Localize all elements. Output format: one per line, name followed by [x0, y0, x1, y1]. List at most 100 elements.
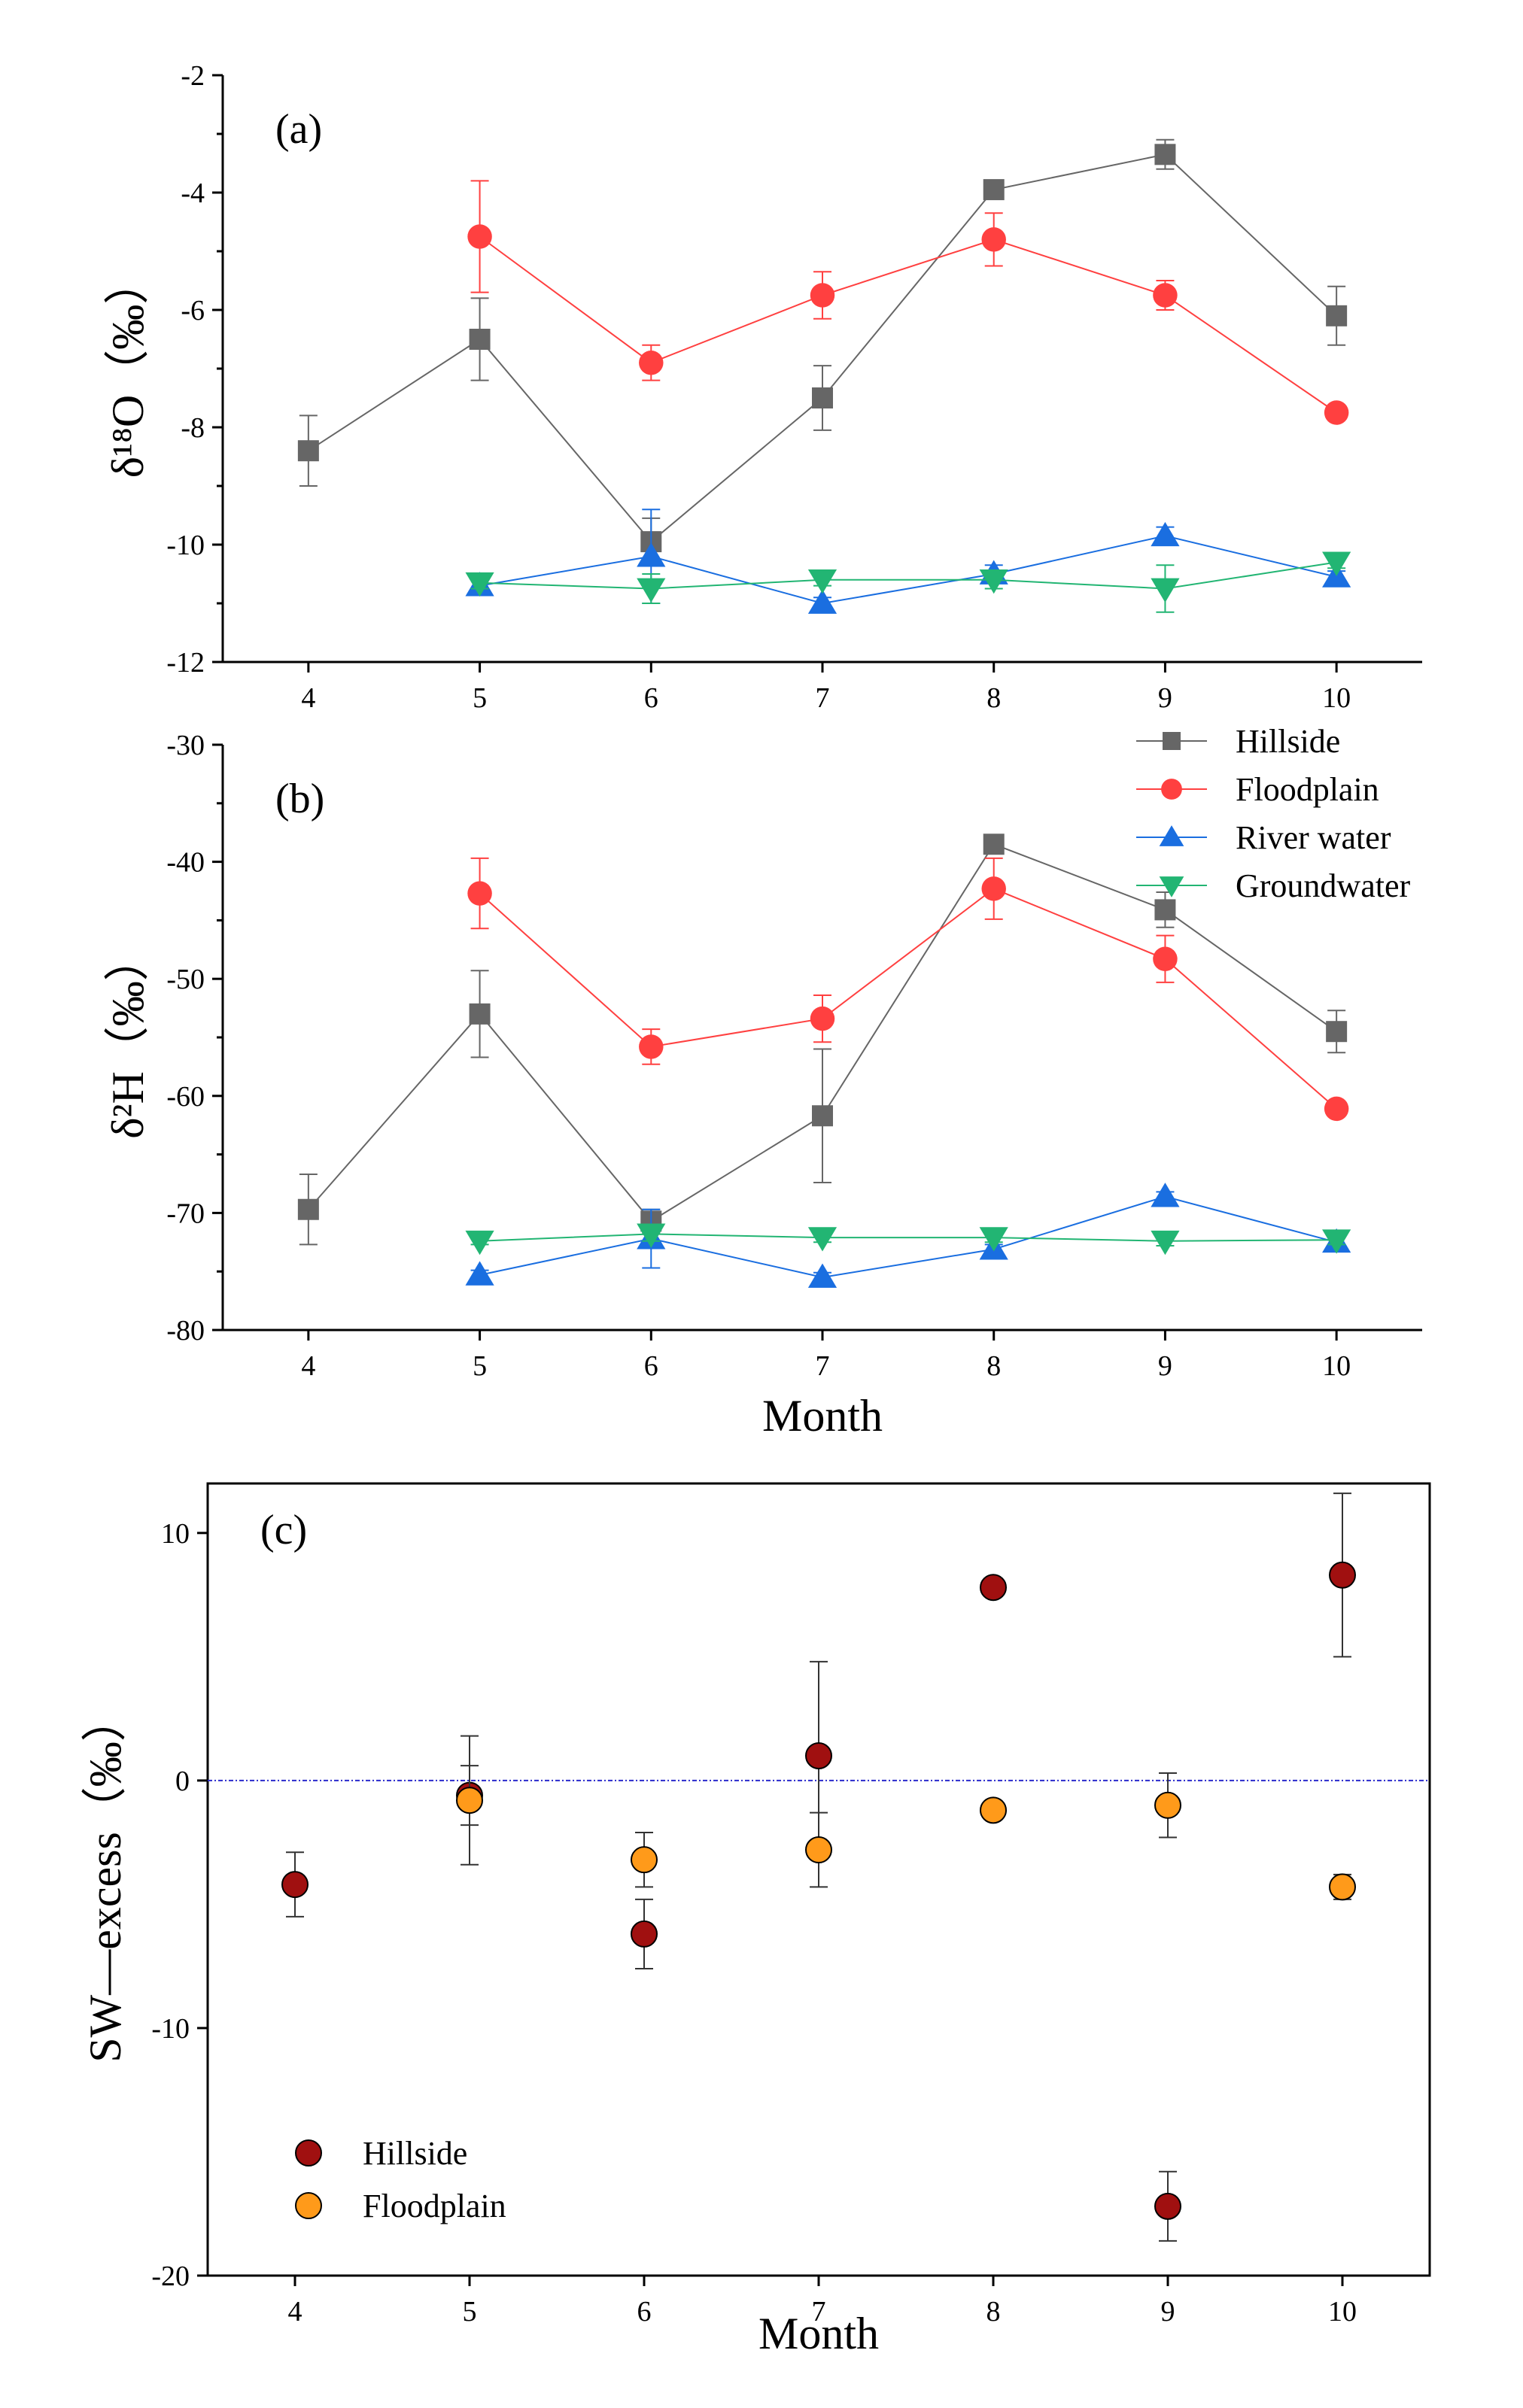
series-line [308, 153, 1337, 543]
x-tick-label: 9 [1161, 2296, 1175, 2328]
x-tick-label: 4 [288, 2296, 302, 2328]
data-point [1151, 578, 1180, 603]
panel-label: (a) [275, 106, 322, 153]
legend-marker [295, 2139, 322, 2167]
data-point [1153, 946, 1178, 971]
legend-label: Groundwater [1236, 867, 1410, 904]
series-line [479, 535, 1337, 605]
data-point [469, 1003, 491, 1025]
x-tick-label: 5 [473, 1350, 487, 1382]
data-point [805, 1836, 832, 1864]
y-tick-label: 0 [175, 1766, 190, 1797]
data-point [807, 1263, 837, 1288]
y-tick-label: 10 [161, 1518, 190, 1550]
data-point [637, 1223, 666, 1248]
x-tick-label: 10 [1322, 1350, 1351, 1382]
data-point [979, 569, 1008, 594]
panel-b-delta2h: 4 5 6 7 8 9 10 -80 -70 -60 -50 -40 -30 (b) δ²H（‰） Month… [103, 723, 1422, 1441]
x-tick-label: 7 [812, 2296, 826, 2328]
series-line [479, 1195, 1337, 1278]
series-floodplain [467, 180, 1349, 425]
y-axis-label: δ¹⁸O（‰） [103, 260, 153, 478]
legend-label: Floodplain [1236, 771, 1379, 808]
series-hillside [297, 834, 1348, 1246]
data-point [810, 283, 835, 308]
panel-a-delta18o: 4 5 6 7 8 9 10 -12 -10 -8 -6 -4 -2 (a) δ¹⁸O（‰） [103, 60, 1422, 714]
series-river-water [465, 509, 1351, 614]
data-point [1154, 899, 1176, 921]
legend-marker [1159, 876, 1184, 897]
data-point [297, 1198, 319, 1220]
data-point [1329, 1561, 1356, 1589]
y-axis-label: SW—excess（‰） [81, 1696, 130, 2063]
x-tick-label: 5 [473, 682, 487, 714]
data-point [465, 1261, 494, 1286]
data-point [1326, 305, 1348, 326]
x-tick-label: 9 [1158, 682, 1172, 714]
x-axis-label: Month [758, 2309, 879, 2358]
data-point [467, 224, 492, 249]
x-tick-label: 5 [463, 2296, 477, 2328]
y-tick-label: -40 [166, 847, 205, 879]
data-point [631, 1846, 658, 1874]
data-point [631, 1920, 658, 1948]
panel-label: (c) [260, 1507, 307, 1553]
y-tick-label: -8 [181, 412, 205, 444]
legend: Hillside Floodplain River water Groundwater [1136, 723, 1410, 904]
data-point [812, 387, 833, 408]
legend-label: Hillside [363, 2135, 467, 2172]
y-tick-label: -60 [166, 1081, 205, 1113]
panel-c-sw-excess: 4 5 6 7 8 9 10 -20 -10 0 10 (c) SW—excess（‰） Month Hil… [81, 1482, 1431, 2358]
x-tick-label: 6 [637, 2296, 652, 2328]
series-floodplain [456, 1735, 1356, 1901]
data-point [637, 578, 666, 603]
data-point [1154, 1791, 1181, 1819]
data-point [637, 542, 666, 567]
data-point [1324, 400, 1349, 425]
data-point [1322, 551, 1351, 576]
x-tick-label: 6 [644, 1350, 658, 1382]
legend-marker [1163, 732, 1181, 750]
data-point [805, 1741, 832, 1769]
series-line [479, 1233, 1337, 1242]
data-point [980, 1574, 1007, 1602]
x-tick-label: 7 [816, 682, 830, 714]
y-tick-label: -12 [166, 647, 205, 679]
y-tick-label: -10 [151, 2013, 190, 2045]
x-tick-label: 10 [1322, 682, 1351, 714]
y-tick-label: -10 [166, 530, 205, 561]
series-groundwater [465, 1223, 1351, 1256]
y-tick-label: -2 [181, 60, 205, 92]
series-line [479, 561, 1337, 590]
data-point [1151, 521, 1180, 547]
legend-marker [1161, 779, 1182, 800]
series-groundwater [465, 551, 1351, 613]
data-point [979, 1227, 1008, 1252]
data-point [465, 1230, 494, 1256]
data-point [983, 179, 1005, 201]
y-tick-label: -20 [151, 2261, 190, 2292]
legend-marker [1159, 825, 1184, 846]
data-point [639, 1034, 664, 1059]
data-point [983, 834, 1005, 855]
data-point [807, 589, 837, 614]
legend-label: River water [1236, 819, 1391, 856]
data-point [1151, 1183, 1180, 1207]
data-point [639, 350, 664, 375]
data-point [281, 1871, 309, 1899]
x-tick-label: 8 [986, 682, 1001, 714]
y-tick-label: -70 [166, 1198, 205, 1229]
y-tick-label: -80 [166, 1315, 205, 1347]
data-point [469, 329, 491, 350]
legend: Hillside Floodplain [295, 2135, 506, 2224]
series-hillside [297, 138, 1348, 566]
data-point [807, 1227, 837, 1252]
x-axis-label: Month [762, 1391, 883, 1441]
data-point [1324, 1096, 1349, 1122]
data-point [810, 1006, 835, 1031]
x-tick-label: 10 [1328, 2296, 1357, 2328]
y-tick-label: -4 [181, 178, 205, 209]
y-axis-label: δ²H（‰） [103, 936, 153, 1139]
legend-marker [295, 2192, 322, 2219]
